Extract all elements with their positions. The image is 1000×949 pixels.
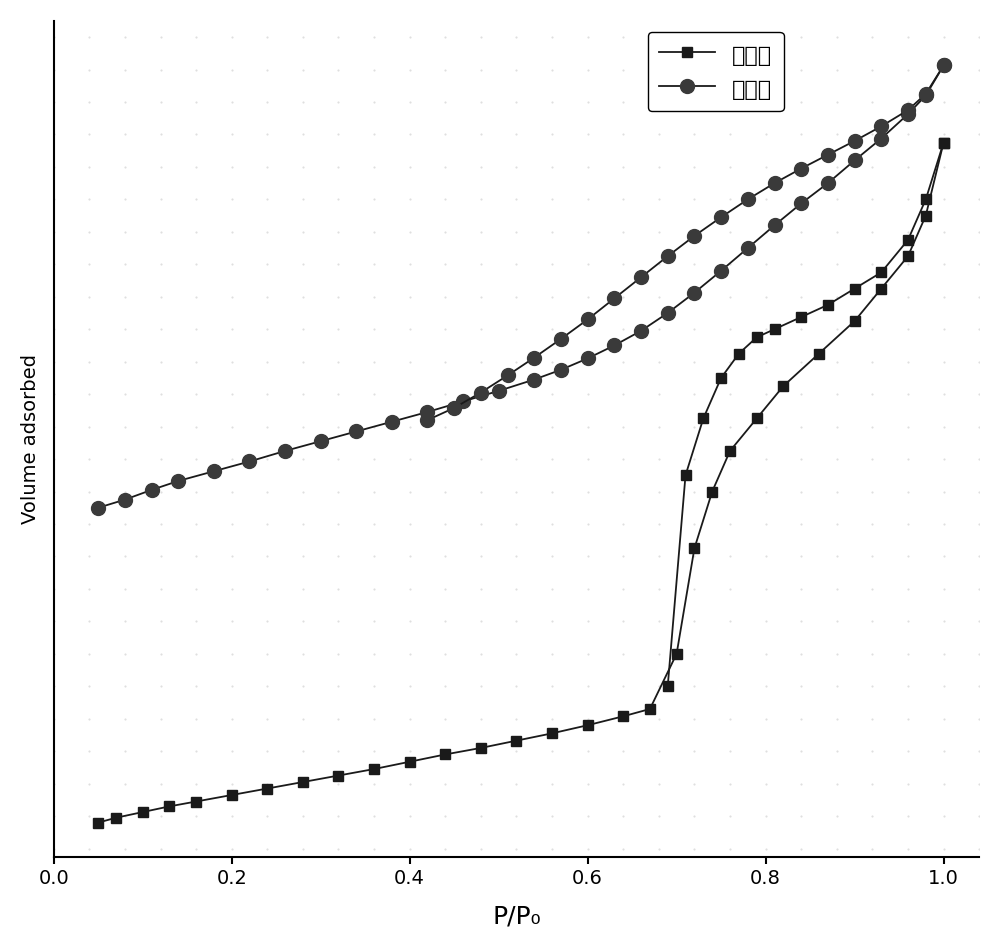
接枝前 — [920, 210, 932, 221]
接枝后 — [146, 484, 158, 495]
接枝后 — [279, 445, 291, 456]
接枝前 — [777, 381, 789, 392]
接枝后 — [769, 219, 781, 231]
接枝前 — [644, 703, 656, 715]
Line: 接枝前: 接枝前 — [94, 138, 948, 828]
接枝前 — [724, 445, 736, 456]
接枝前 — [849, 315, 861, 326]
接枝后 — [172, 475, 184, 487]
接枝后 — [822, 177, 834, 189]
接枝前 — [368, 763, 380, 774]
接枝前 — [938, 137, 950, 148]
X-axis label: P/P₀: P/P₀ — [492, 904, 541, 928]
接枝后 — [582, 353, 594, 364]
接枝前 — [813, 348, 825, 360]
接枝后 — [386, 416, 398, 427]
接枝前 — [404, 756, 416, 768]
Legend: 接枝前, 接枝后: 接枝前, 接枝后 — [648, 32, 784, 111]
接枝前 — [475, 742, 487, 754]
接枝后 — [795, 197, 807, 209]
Line: 接枝后: 接枝后 — [91, 59, 951, 514]
接枝后 — [350, 426, 362, 437]
接枝前 — [190, 796, 202, 808]
接枝前 — [110, 812, 122, 824]
接枝后 — [688, 287, 700, 298]
接枝后 — [208, 466, 220, 477]
接枝前 — [297, 776, 309, 788]
接枝前 — [582, 719, 594, 731]
接枝前 — [875, 283, 887, 294]
接枝后 — [608, 340, 620, 351]
接枝后 — [119, 493, 131, 505]
接枝前 — [332, 770, 344, 781]
接枝前 — [510, 735, 522, 746]
接枝前 — [706, 486, 718, 497]
接枝后 — [315, 436, 327, 447]
接枝后 — [421, 406, 433, 418]
接枝后 — [742, 242, 754, 253]
接枝前 — [671, 648, 683, 660]
接枝后 — [902, 108, 914, 120]
接枝后 — [938, 60, 950, 71]
接枝后 — [92, 502, 104, 513]
接枝后 — [555, 364, 567, 376]
接枝后 — [635, 326, 647, 337]
接枝前 — [163, 801, 175, 812]
接枝前 — [137, 807, 149, 818]
接枝后 — [528, 374, 540, 385]
接枝前 — [617, 711, 629, 722]
接枝前 — [92, 817, 104, 828]
接枝前 — [261, 783, 273, 794]
接枝后 — [715, 265, 727, 276]
接枝后 — [457, 396, 469, 407]
接枝后 — [243, 456, 255, 467]
接枝后 — [493, 385, 505, 397]
接枝后 — [875, 133, 887, 144]
接枝前 — [439, 749, 451, 760]
接枝前 — [688, 543, 700, 554]
接枝前 — [902, 251, 914, 262]
接枝前 — [226, 790, 238, 801]
接枝后 — [849, 155, 861, 166]
接枝前 — [546, 728, 558, 739]
接枝前 — [751, 413, 763, 424]
接枝后 — [662, 307, 674, 319]
接枝后 — [920, 90, 932, 102]
Y-axis label: Volume adsorbed: Volume adsorbed — [21, 354, 40, 524]
